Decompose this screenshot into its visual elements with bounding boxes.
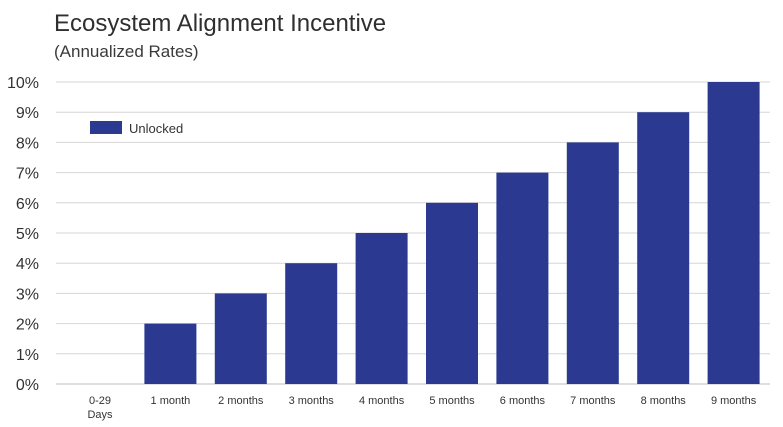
- y-tick-label: 5%: [16, 226, 39, 243]
- y-tick-label: 2%: [16, 317, 39, 334]
- x-tick-label: 6 months: [500, 395, 546, 407]
- bar: [285, 263, 338, 384]
- legend: Unlocked: [90, 121, 183, 136]
- x-tick-label: 3 months: [289, 395, 335, 407]
- bar: [566, 142, 619, 384]
- y-tick-label: 8%: [16, 135, 39, 152]
- x-tick-label: 0-29 Days: [87, 395, 113, 421]
- y-tick-label: 10%: [7, 75, 39, 92]
- x-tick-label: 2 months: [218, 395, 264, 407]
- y-tick-label: 6%: [16, 196, 39, 213]
- chart-title: Ecosystem Alignment Incentive: [54, 10, 387, 37]
- legend-swatch: [90, 121, 122, 134]
- y-axis-ticks: 0% 1% 2% 3% 4% 5% 6% 7% 8% 9% 10%: [7, 75, 39, 394]
- y-tick-label: 7%: [16, 166, 39, 183]
- chart-subtitle: (Annualized Rates): [54, 42, 199, 61]
- bar: [637, 112, 690, 384]
- bar: [426, 202, 478, 384]
- y-tick-label: 9%: [16, 105, 39, 122]
- y-tick-label: 1%: [16, 347, 39, 364]
- x-tick-label: 4 months: [359, 395, 405, 407]
- bar: [214, 293, 267, 384]
- bar: [144, 323, 197, 384]
- x-tick-label: 9 months: [711, 395, 757, 407]
- y-tick-label: 3%: [16, 286, 39, 303]
- x-tick-label: 1 month: [151, 395, 191, 407]
- x-axis-ticks: 0-29 Days 1 month 2 months 3 months 4 months 5…: [87, 395, 756, 421]
- y-tick-label: 0%: [16, 377, 39, 394]
- bar: [355, 233, 408, 384]
- bar: [496, 172, 549, 384]
- bar: [707, 82, 760, 384]
- y-tick-label: 4%: [16, 256, 39, 273]
- x-tick-label: 8 months: [641, 395, 687, 407]
- x-tick-label: 7 months: [570, 395, 616, 407]
- bars: [144, 82, 760, 384]
- x-tick-label: 5 months: [429, 395, 475, 407]
- legend-label: Unlocked: [129, 121, 183, 136]
